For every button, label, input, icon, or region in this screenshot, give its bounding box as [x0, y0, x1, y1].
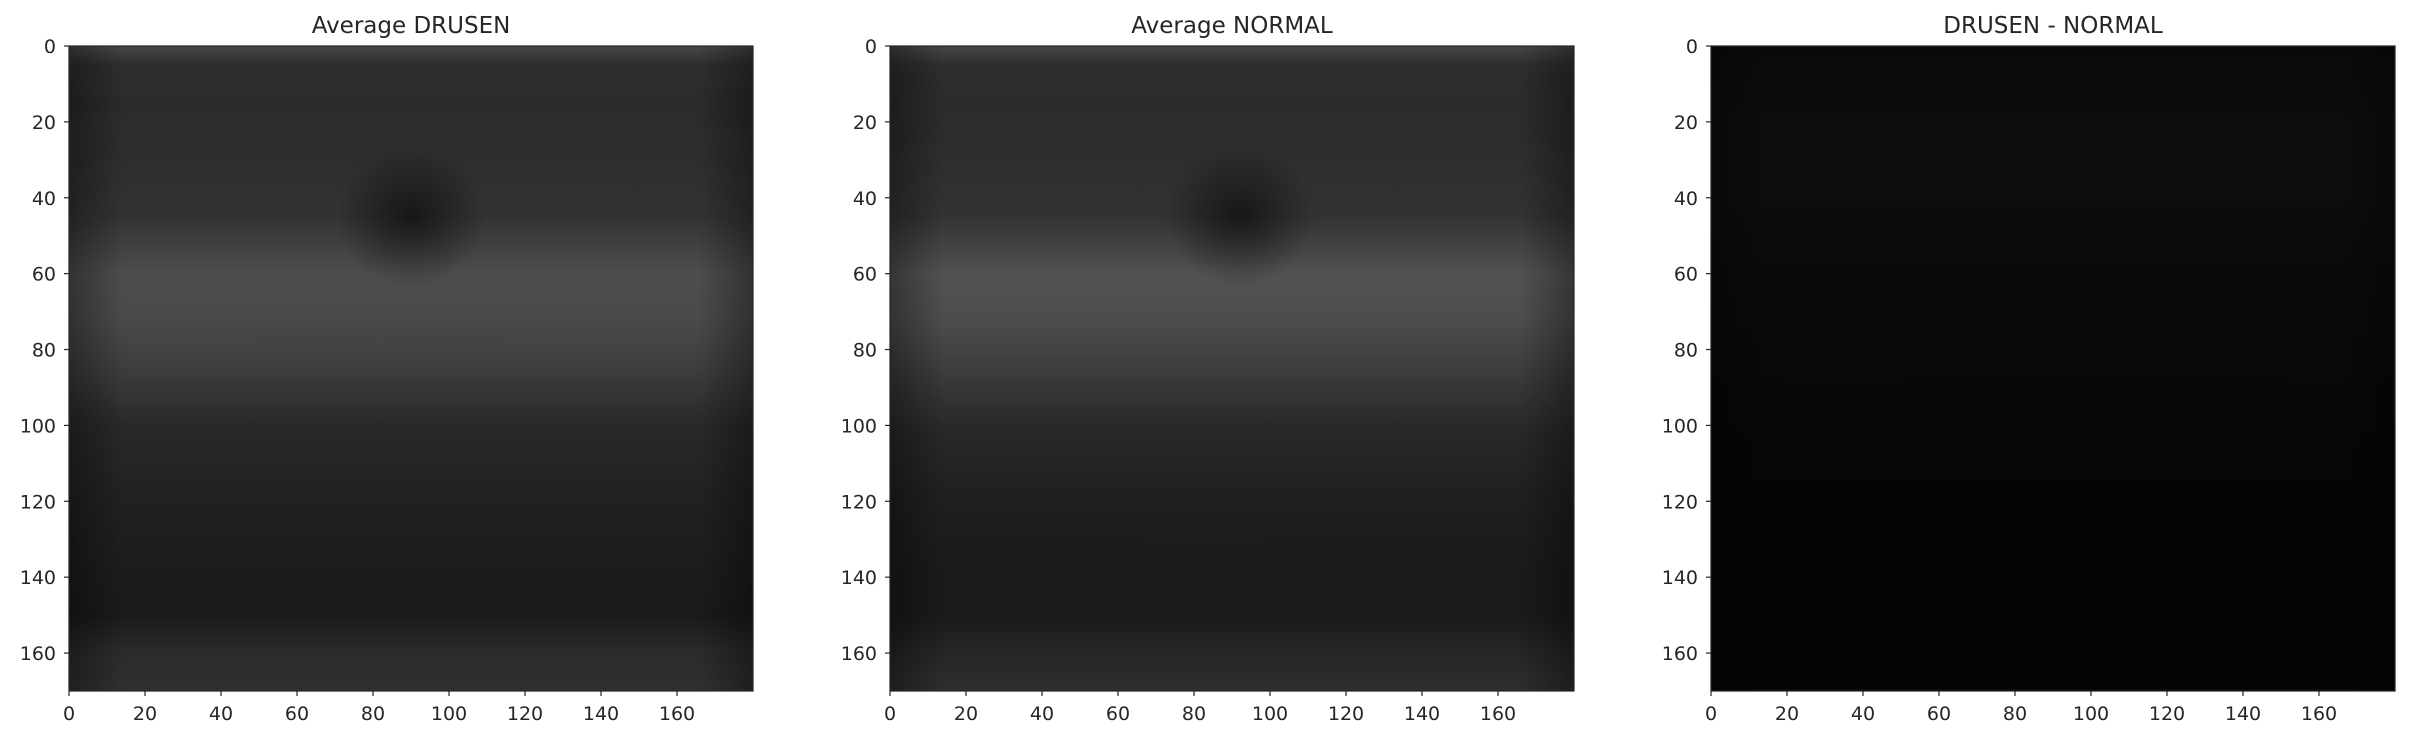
y-tick-label: 80: [853, 340, 877, 362]
x-tick-label: 100: [431, 703, 467, 725]
panel-title: Average DRUSEN: [312, 13, 511, 39]
axes-frame: [889, 45, 1575, 692]
x-tick-label: 40: [1851, 703, 1875, 725]
x-tick-label: 0: [884, 703, 896, 725]
y-tick-label: 40: [853, 188, 877, 210]
y-tick-label: 20: [32, 112, 56, 134]
heatmap-image: [69, 46, 753, 691]
x-tick-label: 80: [1182, 703, 1206, 725]
y-tick-label: 100: [1662, 415, 1698, 437]
y-axis: 0 20 40 60 80 100 120 140 160: [1662, 36, 1711, 665]
y-tick-label: 40: [32, 188, 56, 210]
y-tick-label: 60: [32, 264, 56, 286]
y-tick-label: 140: [20, 567, 56, 589]
y-tick-label: 100: [841, 415, 877, 437]
x-tick-label: 80: [2003, 703, 2027, 725]
y-tick-label: 120: [1662, 491, 1698, 513]
y-tick-label: 120: [20, 491, 56, 513]
x-tick-label: 160: [2301, 703, 2337, 725]
x-axis: 0 20 40 60 80 100 120 140 160: [884, 691, 1516, 725]
x-tick-label: 80: [361, 703, 385, 725]
x-tick-label: 120: [2149, 703, 2185, 725]
heatmap-vignette: [69, 46, 753, 691]
y-tick-label: 160: [20, 643, 56, 665]
panel-drusen-minus-normal: DRUSEN - NORMAL 0 20 40 60 80 100 120 140 160 0 2…: [1662, 13, 2396, 725]
x-tick-label: 100: [1252, 703, 1288, 725]
x-tick-label: 100: [2073, 703, 2109, 725]
x-tick-label: 20: [133, 703, 157, 725]
panel-title: Average NORMAL: [1131, 13, 1333, 39]
axes-frame: [1710, 45, 2396, 692]
x-axis: 0 20 40 60 80 100 120 140 160: [63, 691, 695, 725]
y-tick-label: 40: [1674, 188, 1698, 210]
heatmap-image: [1711, 46, 2395, 691]
y-tick-label: 0: [865, 36, 877, 58]
x-tick-label: 120: [1328, 703, 1364, 725]
x-axis: 0 20 40 60 80 100 120 140 160: [1705, 691, 2337, 725]
y-tick-label: 80: [32, 340, 56, 362]
panel-average-normal: Average NORMAL 0 20 40 60 80 100 120 140 160 0 20…: [841, 13, 1575, 725]
x-tick-label: 0: [1705, 703, 1717, 725]
y-tick-label: 20: [853, 112, 877, 134]
y-tick-label: 160: [841, 643, 877, 665]
x-tick-label: 120: [507, 703, 543, 725]
x-tick-label: 60: [1106, 703, 1130, 725]
heatmap-vignette: [890, 46, 1574, 691]
y-tick-label: 80: [1674, 340, 1698, 362]
y-tick-label: 140: [841, 567, 877, 589]
y-tick-label: 60: [1674, 264, 1698, 286]
x-tick-label: 60: [1927, 703, 1951, 725]
x-tick-label: 0: [63, 703, 75, 725]
heatmap-vignette: [1711, 46, 2395, 691]
y-tick-label: 160: [1662, 643, 1698, 665]
y-tick-label: 100: [20, 415, 56, 437]
x-tick-label: 160: [659, 703, 695, 725]
x-tick-label: 160: [1480, 703, 1516, 725]
panel-title: DRUSEN - NORMAL: [1943, 13, 2163, 39]
x-tick-label: 20: [1775, 703, 1799, 725]
y-tick-label: 60: [853, 264, 877, 286]
y-tick-label: 0: [44, 36, 56, 58]
x-tick-label: 60: [285, 703, 309, 725]
panel-average-drusen: Average DRUSEN 0 20 40 60 80 100 120 140 160 0 20…: [20, 13, 754, 725]
heatmap-image: [890, 46, 1574, 691]
x-tick-label: 40: [1030, 703, 1054, 725]
y-tick-label: 140: [1662, 567, 1698, 589]
y-tick-label: 120: [841, 491, 877, 513]
y-tick-label: 0: [1686, 36, 1698, 58]
x-tick-label: 140: [2225, 703, 2261, 725]
y-axis: 0 20 40 60 80 100 120 140 160: [20, 36, 69, 665]
dark-center-region: [335, 145, 487, 288]
y-tick-label: 20: [1674, 112, 1698, 134]
y-axis: 0 20 40 60 80 100 120 140 160: [841, 36, 890, 665]
x-tick-label: 20: [954, 703, 978, 725]
x-tick-label: 140: [1404, 703, 1440, 725]
axes-frame: [68, 45, 754, 692]
dark-center-region: [1164, 145, 1315, 288]
x-tick-label: 140: [583, 703, 619, 725]
x-tick-label: 40: [209, 703, 233, 725]
